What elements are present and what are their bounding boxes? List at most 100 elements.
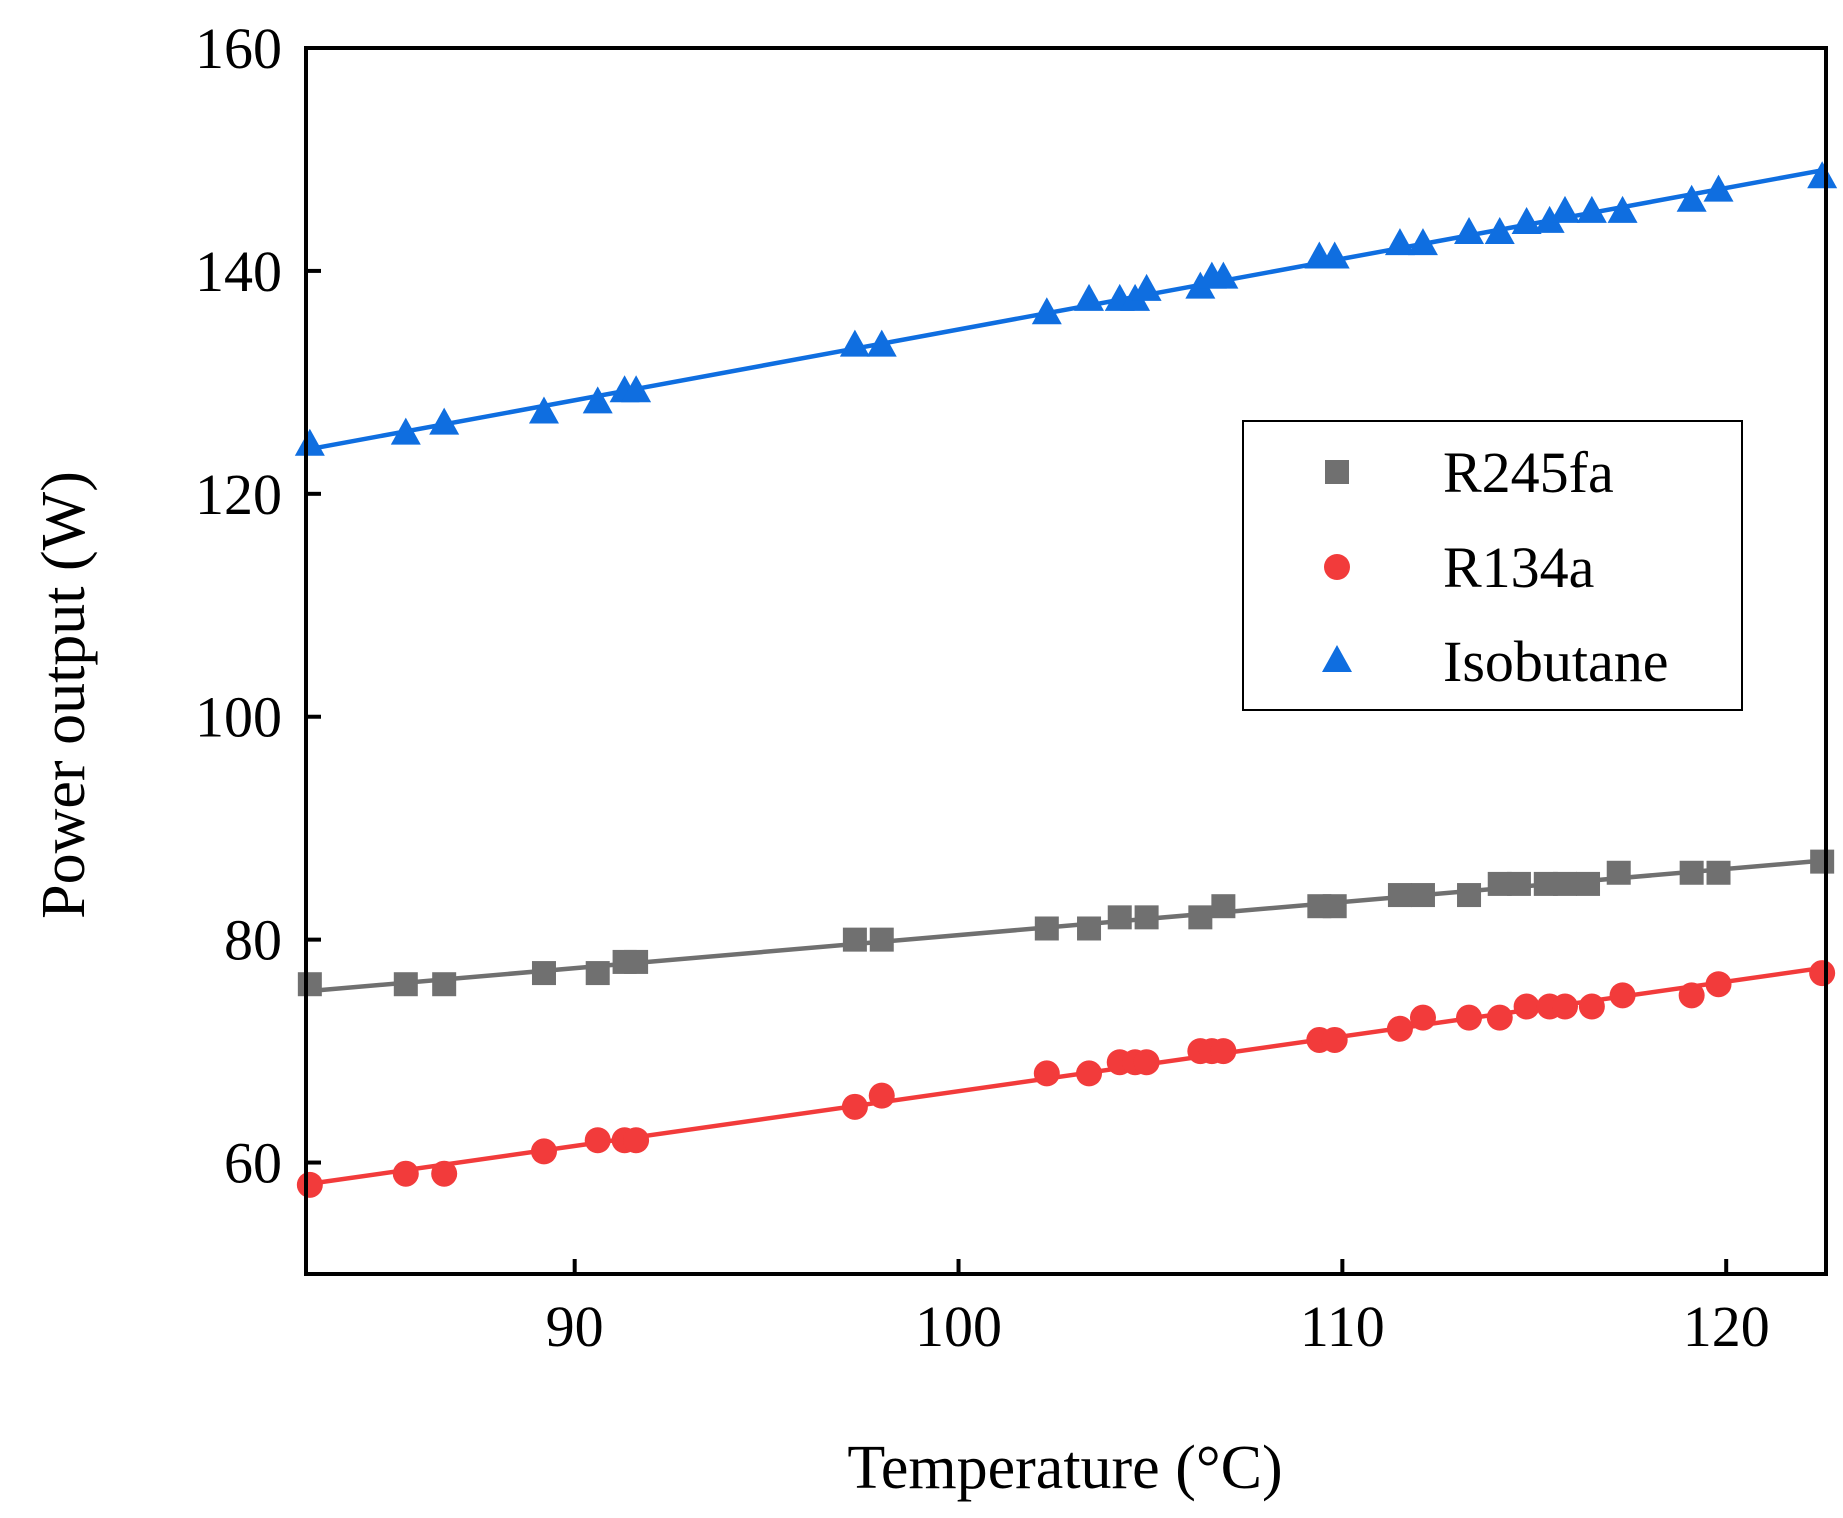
data-point-isobutane: [1534, 205, 1565, 233]
data-point-r134a: [1033, 1060, 1060, 1087]
x-tick-label: 110: [1300, 1294, 1385, 1359]
data-point-isobutane: [1131, 273, 1162, 301]
data-point-r134a: [1456, 1004, 1483, 1031]
data-point-r245fa: [842, 927, 867, 952]
data-point-isobutane: [839, 329, 870, 357]
data-point-isobutane: [294, 428, 325, 456]
data-point-r245fa: [1506, 871, 1531, 896]
data-point-r134a: [623, 1127, 650, 1154]
legend-label-isobutane: Isobutane: [1443, 629, 1669, 694]
y-tick-label: 80: [224, 908, 282, 973]
data-point-isobutane: [429, 407, 460, 435]
y-tick-label: 140: [195, 239, 282, 304]
data-point-r245fa: [393, 972, 418, 997]
data-point-isobutane: [1208, 261, 1239, 289]
x-tick-label: 120: [1683, 1294, 1770, 1359]
data-point-r245fa: [1322, 894, 1347, 919]
data-point-r134a: [1513, 993, 1540, 1020]
y-tick-label: 120: [195, 462, 282, 527]
legend-marker-r134a: [1324, 554, 1350, 580]
data-point-isobutane: [390, 417, 421, 445]
data-point-isobutane: [1676, 184, 1707, 212]
data-point-isobutane: [1407, 228, 1438, 256]
data-point-r134a: [1210, 1038, 1237, 1065]
x-tick-label: 100: [915, 1294, 1002, 1359]
data-point-r245fa: [1211, 894, 1236, 919]
series-layer: [294, 161, 1838, 1198]
y-tick-label: 160: [195, 16, 282, 81]
data-point-r134a: [1678, 982, 1705, 1009]
data-point-r245fa: [585, 961, 610, 986]
data-point-r245fa: [1410, 883, 1435, 908]
data-point-r245fa: [1134, 905, 1159, 930]
data-point-isobutane: [582, 386, 613, 414]
data-point-r245fa: [432, 972, 457, 997]
data-point-r245fa: [1107, 905, 1132, 930]
data-point-r134a: [1486, 1004, 1513, 1031]
data-point-isobutane: [1454, 217, 1485, 245]
data-point-r245fa: [297, 972, 322, 997]
data-point-r245fa: [1679, 860, 1704, 885]
legend-label-r134a: R134a: [1443, 535, 1594, 600]
data-point-r134a: [1386, 1015, 1413, 1042]
series-r134a: [296, 960, 1836, 1198]
data-point-r134a: [1705, 971, 1732, 998]
data-point-isobutane: [1384, 228, 1415, 256]
data-point-isobutane: [1703, 174, 1734, 202]
y-tick-label: 100: [195, 685, 282, 750]
legend-items: R245fa R134a Isobutane: [1322, 440, 1669, 694]
data-point-r245fa: [531, 961, 556, 986]
data-point-r245fa: [1387, 883, 1412, 908]
data-point-r134a: [1133, 1049, 1160, 1076]
data-point-r245fa: [1706, 860, 1731, 885]
data-point-r245fa: [1606, 860, 1631, 885]
x-axis-title: Temperature (°C): [847, 1434, 1282, 1502]
data-point-r134a: [1809, 960, 1836, 987]
data-point-r245fa: [1457, 883, 1482, 908]
data-point-isobutane: [1807, 161, 1838, 189]
data-point-isobutane: [1031, 297, 1062, 325]
data-point-r134a: [1609, 982, 1636, 1009]
data-point-r134a: [584, 1127, 611, 1154]
data-point-isobutane: [1484, 217, 1515, 245]
data-point-r134a: [868, 1082, 895, 1109]
legend-marker-r245fa: [1325, 460, 1349, 484]
data-point-r134a: [296, 1171, 323, 1198]
data-point-r134a: [1578, 993, 1605, 1020]
data-point-r134a: [1321, 1026, 1348, 1053]
series-isobutane: [294, 161, 1838, 456]
data-point-r245fa: [624, 949, 649, 974]
data-point-r245fa: [1552, 871, 1577, 896]
data-point-isobutane: [1576, 195, 1607, 223]
data-point-r134a: [1551, 993, 1578, 1020]
axis-ticks: 90 100 110 120 60 80 100 120 140 160: [195, 16, 1770, 1359]
y-tick-label: 60: [224, 1131, 282, 1196]
data-point-r134a: [392, 1160, 419, 1187]
data-point-r245fa: [869, 927, 894, 952]
data-point-r134a: [841, 1093, 868, 1120]
y-axis-title: Power output (W): [30, 471, 98, 919]
plot-area-frame: [304, 46, 1828, 1276]
data-point-r245fa: [1810, 849, 1835, 874]
data-point-isobutane: [1074, 283, 1105, 311]
data-point-r245fa: [1188, 905, 1213, 930]
data-point-isobutane: [1607, 195, 1638, 223]
data-point-isobutane: [1549, 195, 1580, 223]
data-point-r245fa: [1077, 916, 1102, 941]
legend-marker-isobutane: [1322, 645, 1352, 672]
data-point-r245fa: [1034, 916, 1059, 941]
data-point-isobutane: [528, 396, 559, 424]
data-point-isobutane: [1319, 241, 1350, 269]
data-point-r245fa: [1576, 871, 1601, 896]
legend-label-r245fa: R245fa: [1443, 440, 1614, 505]
legend: R245fa R134a Isobutane: [1242, 420, 1743, 711]
data-point-r134a: [1076, 1060, 1103, 1087]
data-point-isobutane: [1511, 206, 1542, 234]
data-point-isobutane: [866, 329, 897, 357]
data-point-r134a: [530, 1138, 557, 1165]
data-point-r134a: [1409, 1004, 1436, 1031]
series-r245fa: [297, 849, 1835, 997]
data-point-isobutane: [621, 375, 652, 403]
data-point-r134a: [431, 1160, 458, 1187]
